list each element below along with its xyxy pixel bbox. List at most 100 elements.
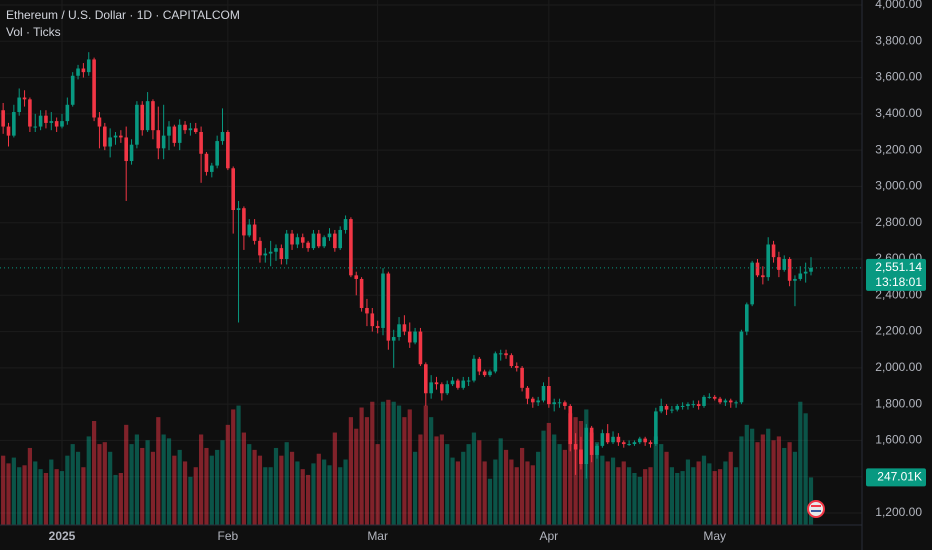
volume-bar <box>525 461 530 525</box>
candle-body <box>236 208 241 211</box>
x-tick-label: Apr <box>540 529 559 543</box>
volume-bar <box>17 467 22 525</box>
candle-body <box>49 121 54 123</box>
volume-bar <box>145 440 150 525</box>
volume-bar <box>102 442 107 525</box>
x-tick-label: Mar <box>367 529 388 543</box>
volume-bar <box>771 440 776 525</box>
candle-body <box>349 219 353 276</box>
candle-body <box>17 97 21 113</box>
candle-body <box>97 117 102 127</box>
candle-body <box>220 132 225 142</box>
candle-body <box>488 371 492 376</box>
volume-bar <box>717 469 723 525</box>
candle-body <box>482 371 487 376</box>
volume-bar <box>653 436 658 525</box>
volume-bar <box>166 438 172 525</box>
candle-body <box>151 101 155 131</box>
volume-bar <box>140 447 145 525</box>
candle-body <box>322 237 326 247</box>
candle-body <box>761 275 765 278</box>
volume-bar <box>541 430 546 525</box>
candle-body <box>81 68 86 73</box>
candle-body <box>659 405 663 412</box>
candle-body <box>375 326 380 328</box>
candle-body <box>600 433 605 446</box>
volume-bar <box>204 447 209 525</box>
candle-body <box>648 442 653 445</box>
volume-bar <box>637 476 642 525</box>
volume-bar <box>348 417 353 525</box>
volume-bar <box>461 451 466 525</box>
y-tick-label: 3,600.00 <box>875 70 922 84</box>
candle-body <box>525 387 530 399</box>
volume-bar <box>113 474 118 525</box>
candle-body <box>777 257 781 270</box>
volume-bar <box>407 409 412 525</box>
candle-body <box>466 380 471 382</box>
volume-bar <box>669 467 674 525</box>
candle-body <box>167 126 171 136</box>
candle-body <box>113 135 118 138</box>
volume-bar <box>455 461 460 525</box>
volume-bar <box>434 436 439 525</box>
volume-bar <box>798 401 803 525</box>
candle-body <box>279 248 284 259</box>
volume-bar <box>659 444 664 525</box>
candle-body <box>686 404 690 406</box>
candle-body <box>124 137 128 162</box>
volume-bar <box>578 421 584 525</box>
volume-bar <box>268 467 273 525</box>
candle-body <box>536 400 540 403</box>
volume-bar <box>445 444 450 525</box>
candle-body <box>226 132 230 169</box>
volume-bar <box>81 467 86 525</box>
volume-bar <box>520 447 525 525</box>
volume-bar <box>557 444 562 525</box>
volume-bar <box>118 473 123 525</box>
volume-bar <box>691 467 696 525</box>
candle-body <box>215 141 219 166</box>
last-volume-box <box>866 468 926 487</box>
candle-body <box>509 355 514 367</box>
candle-body <box>573 444 578 450</box>
candle-body <box>638 438 642 443</box>
candle-body <box>60 121 64 127</box>
candle-body <box>252 224 257 241</box>
candle-body <box>696 404 701 406</box>
volume-bar <box>70 444 75 525</box>
candle-body <box>418 331 423 365</box>
candle-body <box>161 135 166 149</box>
volume-bar <box>776 436 781 525</box>
candle-body <box>188 128 193 131</box>
volume-bar <box>193 467 198 525</box>
volume-bar <box>161 434 166 525</box>
candle-body <box>691 404 696 406</box>
volume-bar <box>188 476 193 525</box>
candle-body <box>86 59 91 73</box>
volume-bar <box>605 461 610 525</box>
candle-body <box>723 400 728 403</box>
candle-body <box>675 405 680 410</box>
volume-bar <box>364 417 370 525</box>
candle-body <box>70 75 75 105</box>
candle-body <box>343 219 348 230</box>
last-price-label: 2,551.14 <box>875 260 922 274</box>
candle-body <box>477 358 482 372</box>
volume-bar <box>755 442 760 525</box>
y-tick-label: 3,800.00 <box>875 33 922 47</box>
candle-body <box>242 208 246 236</box>
y-tick-label: 1,800.00 <box>875 396 922 410</box>
volume-bar <box>723 461 728 525</box>
candle-body <box>28 99 32 127</box>
volume-bar <box>610 457 616 525</box>
volume-bar <box>311 463 316 525</box>
candle-body <box>402 324 407 332</box>
candle-body <box>520 367 524 388</box>
candle-body <box>605 433 610 443</box>
volume-bar <box>241 432 246 525</box>
volume-bar <box>49 459 54 525</box>
volume-bar <box>466 444 471 525</box>
